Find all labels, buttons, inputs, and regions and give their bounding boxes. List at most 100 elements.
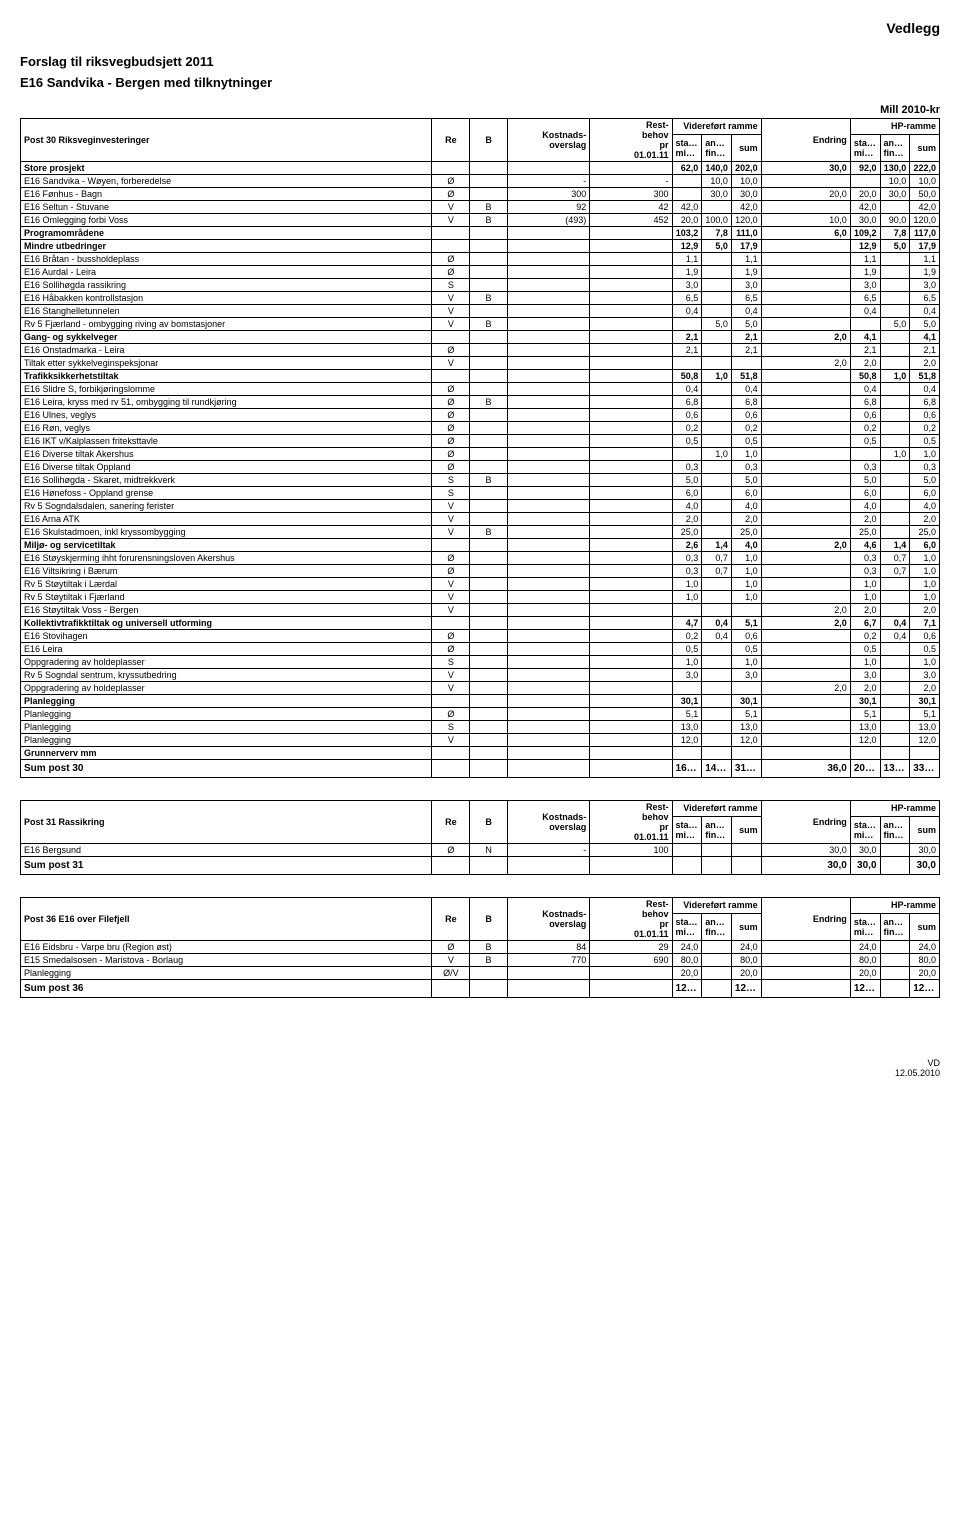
cell — [702, 941, 732, 954]
cell: 0,5 — [731, 435, 761, 448]
cell — [507, 487, 589, 500]
table-row: PlanleggingØ5,15,15,15,1 — [21, 708, 940, 721]
cell — [761, 201, 850, 214]
budget-table: Post 36 E16 over Filefjell Re B Kostnads… — [20, 897, 940, 998]
cell — [507, 630, 589, 643]
cell — [470, 760, 508, 778]
cell — [880, 409, 910, 422]
cell: 20,0 — [761, 188, 850, 201]
cell: 1,0 — [672, 656, 702, 669]
cell: 1,0 — [731, 552, 761, 565]
cell: E16 Bråtan - bussholdeplass — [21, 253, 432, 266]
cell — [590, 448, 672, 461]
cell: 0,4 — [850, 305, 880, 318]
table-row: Mindre utbedringer12,95,017,912,95,017,9 — [21, 240, 940, 253]
cell — [731, 604, 761, 617]
cell: B — [470, 526, 508, 539]
cell — [761, 175, 850, 188]
cell — [590, 435, 672, 448]
cell: 2,0 — [910, 604, 940, 617]
cell: E16 Diverse tiltak Oppland — [21, 461, 432, 474]
cell: E16 Seltun - Stuvane — [21, 201, 432, 214]
cell: 0,6 — [731, 409, 761, 422]
cell: Planlegging — [21, 708, 432, 721]
cell: 7,8 — [880, 227, 910, 240]
cell — [507, 857, 589, 875]
cell: 51,8 — [731, 370, 761, 383]
cell: E16 Slidre S, forbikjøringslomme — [21, 383, 432, 396]
table-row: E16 Røn, veglysØ0,20,20,20,2 — [21, 422, 940, 435]
cell: E16 Sollihøgda rassikring — [21, 279, 432, 292]
cell: 2,0 — [850, 513, 880, 526]
cell — [672, 682, 702, 695]
cell: 6,0 — [850, 487, 880, 500]
table-row: Oppgradering av holdeplasserV2,02,02,0 — [21, 682, 940, 695]
cell — [880, 669, 910, 682]
cell: 124,0 — [731, 980, 761, 998]
cell — [761, 370, 850, 383]
cell — [761, 487, 850, 500]
cell — [850, 318, 880, 331]
cell — [702, 708, 732, 721]
table-row: Rv 5 Støytiltak i FjærlandV1,01,01,01,0 — [21, 591, 940, 604]
cell — [590, 721, 672, 734]
cell: 20,0 — [910, 967, 940, 980]
cell — [590, 370, 672, 383]
cell — [590, 734, 672, 747]
cell: 0,7 — [880, 565, 910, 578]
cell: Rv 5 Fjærland - ombygging riving av boms… — [21, 318, 432, 331]
cell: Planlegging — [21, 695, 432, 708]
cell: 20,0 — [850, 967, 880, 980]
cell: 1,0 — [850, 578, 880, 591]
cell — [507, 708, 589, 721]
tables-container: Post 30 Riksveginvesteringer Re B Kostna… — [20, 118, 940, 998]
cell — [761, 500, 850, 513]
cell: V — [432, 357, 470, 370]
cell — [702, 422, 732, 435]
cell — [880, 941, 910, 954]
cell: 1,0 — [910, 448, 940, 461]
cell: 30,1 — [731, 695, 761, 708]
cell — [590, 552, 672, 565]
table-row: E16 Skulstadmoen, inkl kryssombyggingVB2… — [21, 526, 940, 539]
footer-vd: VD — [20, 1058, 940, 1068]
cell — [761, 318, 850, 331]
cell — [470, 980, 508, 998]
cell: 13,0 — [910, 721, 940, 734]
cell: 24,0 — [850, 941, 880, 954]
cell — [672, 844, 702, 857]
cell — [672, 188, 702, 201]
cell: 30,0 — [731, 188, 761, 201]
cell — [470, 240, 508, 253]
cell: E16 Arna ATK — [21, 513, 432, 526]
cell — [470, 682, 508, 695]
cell: V — [432, 682, 470, 695]
cell: 2,1 — [672, 331, 702, 344]
cell: 2,1 — [731, 331, 761, 344]
cell: Planlegging — [21, 734, 432, 747]
cell: 42 — [590, 201, 672, 214]
cell: 24,0 — [910, 941, 940, 954]
cell: V — [432, 669, 470, 682]
cell — [590, 409, 672, 422]
table-row: E16 Onstadmarka - LeiraØ2,12,12,12,1 — [21, 344, 940, 357]
footer-date: 12.05.2010 — [20, 1068, 940, 1078]
cell — [470, 708, 508, 721]
cell: 0,4 — [702, 630, 732, 643]
cell — [761, 967, 850, 980]
cell: Ø — [432, 175, 470, 188]
cell: V — [432, 526, 470, 539]
table-row: E16 Slidre S, forbikjøringslommeØ0,40,40… — [21, 383, 940, 396]
cell: 20,0 — [731, 967, 761, 980]
cell: 5,0 — [702, 318, 732, 331]
table-row: E16 Sollihøgda - Skaret, midtrekkverkSB5… — [21, 474, 940, 487]
cell — [590, 980, 672, 998]
cell: E16 Håbakken kontrollstasjon — [21, 292, 432, 305]
cell: 2,1 — [731, 344, 761, 357]
cell: 5,0 — [850, 474, 880, 487]
cell — [880, 526, 910, 539]
cell: 100 — [590, 844, 672, 857]
table-row: E16 LeiraØ0,50,50,50,5 — [21, 643, 940, 656]
cell — [507, 721, 589, 734]
cell — [470, 448, 508, 461]
